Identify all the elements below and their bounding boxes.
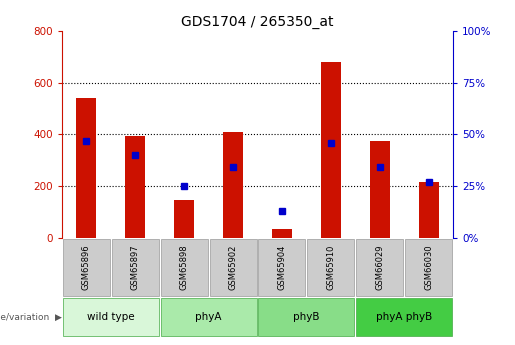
FancyBboxPatch shape xyxy=(63,239,110,296)
FancyBboxPatch shape xyxy=(63,298,159,336)
Text: genotype/variation  ▶: genotype/variation ▶ xyxy=(0,313,62,322)
Bar xyxy=(272,229,291,238)
Bar xyxy=(76,98,96,238)
FancyBboxPatch shape xyxy=(356,298,452,336)
Text: GSM65910: GSM65910 xyxy=(327,245,335,290)
FancyBboxPatch shape xyxy=(161,298,256,336)
Text: GSM65897: GSM65897 xyxy=(131,244,140,290)
Text: GSM65904: GSM65904 xyxy=(278,245,286,290)
FancyBboxPatch shape xyxy=(259,298,354,336)
Bar xyxy=(223,132,243,238)
Text: GSM66030: GSM66030 xyxy=(424,244,433,290)
Text: GSM65898: GSM65898 xyxy=(180,244,188,290)
Text: phyB: phyB xyxy=(293,313,320,323)
Bar xyxy=(321,62,340,238)
FancyBboxPatch shape xyxy=(356,239,403,296)
Title: GDS1704 / 265350_at: GDS1704 / 265350_at xyxy=(181,14,334,29)
Text: GSM65902: GSM65902 xyxy=(229,245,237,290)
Text: GSM66029: GSM66029 xyxy=(375,245,384,290)
FancyBboxPatch shape xyxy=(161,239,208,296)
FancyBboxPatch shape xyxy=(307,239,354,296)
Bar xyxy=(125,136,145,238)
FancyBboxPatch shape xyxy=(210,239,256,296)
Text: wild type: wild type xyxy=(87,313,134,323)
Bar xyxy=(174,200,194,238)
Text: GSM65896: GSM65896 xyxy=(82,244,91,290)
Text: phyA phyB: phyA phyB xyxy=(376,313,433,323)
FancyBboxPatch shape xyxy=(259,239,305,296)
FancyBboxPatch shape xyxy=(405,239,452,296)
FancyBboxPatch shape xyxy=(112,239,159,296)
Bar xyxy=(370,141,389,238)
Text: phyA: phyA xyxy=(195,313,222,323)
Bar xyxy=(419,182,438,238)
